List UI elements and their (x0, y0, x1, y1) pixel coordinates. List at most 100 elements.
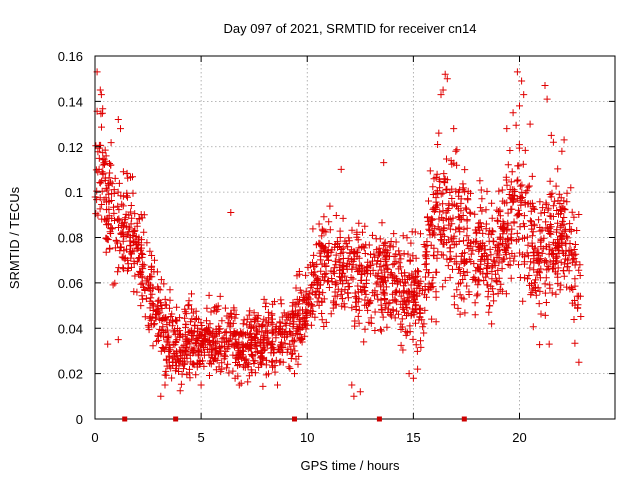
data-point (237, 379, 245, 387)
data-point (332, 261, 340, 269)
data-point (133, 258, 141, 266)
data-point (165, 332, 173, 340)
data-point (239, 320, 247, 328)
data-point (439, 189, 447, 197)
data-point (348, 226, 356, 234)
data-point (268, 344, 276, 352)
data-point (318, 260, 326, 268)
data-point (547, 131, 555, 139)
data-point (554, 264, 562, 272)
data-point (453, 286, 461, 294)
data-point (105, 205, 113, 213)
data-point (166, 346, 173, 354)
data-point (515, 144, 523, 152)
data-point (357, 270, 365, 278)
gap-marker (122, 416, 128, 422)
data-point (446, 225, 454, 233)
data-point (546, 245, 554, 253)
data-point (474, 281, 482, 289)
data-point (453, 146, 461, 154)
data-point (409, 335, 417, 343)
data-point (560, 227, 568, 235)
data-point (299, 297, 307, 305)
data-point (96, 86, 104, 94)
data-point (302, 325, 310, 333)
data-point (505, 240, 513, 248)
data-series-cn14 (91, 68, 585, 400)
data-point (361, 269, 369, 277)
data-point (482, 273, 490, 281)
data-point (332, 281, 340, 289)
data-point (117, 125, 124, 133)
data-point (251, 337, 259, 345)
data-point (448, 220, 456, 228)
data-point (456, 310, 464, 318)
data-point (300, 318, 308, 326)
data-point (330, 269, 338, 277)
data-point (316, 281, 324, 289)
data-point (395, 259, 403, 267)
data-point (295, 315, 303, 323)
data-point (142, 295, 150, 303)
data-point (435, 226, 443, 234)
data-point (100, 196, 108, 204)
data-point (94, 148, 102, 156)
data-point (545, 340, 553, 348)
data-point (533, 268, 541, 276)
data-point (354, 298, 362, 306)
data-point (286, 340, 294, 348)
data-point (360, 244, 368, 252)
data-point (526, 264, 534, 272)
data-point (155, 285, 162, 293)
data-point (433, 268, 441, 276)
data-point (200, 362, 208, 370)
data-point (536, 274, 544, 282)
data-point (488, 199, 496, 207)
data-point (129, 189, 137, 197)
data-point (377, 327, 385, 335)
data-point (461, 272, 469, 279)
data-point (265, 338, 273, 346)
data-point (399, 346, 407, 354)
data-point (555, 190, 563, 198)
data-point (494, 266, 502, 274)
data-point (512, 121, 520, 129)
data-point (140, 228, 148, 236)
data-point (478, 195, 486, 203)
data-point (424, 217, 432, 225)
data-point (105, 180, 113, 187)
data-point (139, 295, 147, 303)
data-point (145, 281, 153, 289)
data-point (448, 238, 456, 246)
data-point (302, 310, 310, 317)
data-point (223, 364, 231, 372)
data-point (296, 331, 304, 338)
data-point (575, 266, 583, 274)
data-point (532, 291, 540, 299)
data-point (365, 241, 373, 249)
data-point (546, 177, 554, 185)
data-point (541, 289, 549, 297)
data-point (392, 287, 400, 295)
data-point (133, 219, 141, 227)
data-point (554, 280, 562, 288)
x-tick-label: 10 (300, 430, 314, 445)
data-point (201, 331, 209, 339)
data-point (146, 247, 154, 255)
data-point (277, 300, 285, 308)
data-point (107, 197, 115, 204)
data-point (227, 209, 235, 216)
data-point (440, 227, 448, 235)
data-point (240, 316, 248, 324)
data-point (556, 200, 564, 207)
data-point (203, 325, 211, 333)
data-point (403, 276, 411, 283)
data-point (333, 279, 341, 287)
data-point (150, 321, 158, 329)
data-point (490, 297, 498, 305)
data-point (344, 289, 352, 297)
data-point (486, 245, 494, 253)
data-point (542, 299, 550, 306)
data-point (475, 243, 483, 251)
data-point (131, 210, 139, 218)
